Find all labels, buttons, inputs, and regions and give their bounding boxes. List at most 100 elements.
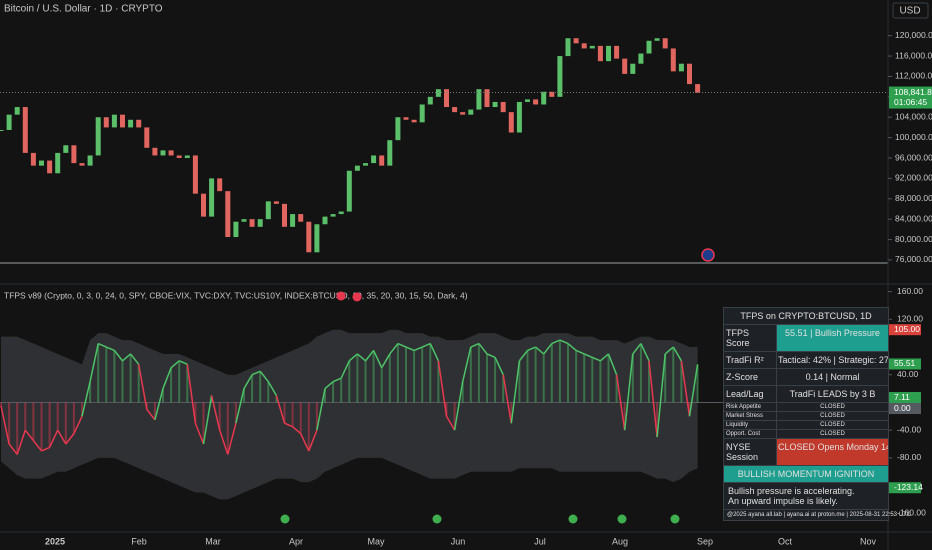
histogram-bar	[162, 388, 164, 403]
candle	[597, 45, 603, 62]
candle	[662, 38, 668, 49]
histogram-bar	[234, 402, 237, 424]
event-icon[interactable]	[701, 248, 715, 262]
candle	[120, 114, 125, 128]
histogram-bar	[526, 350, 529, 403]
histogram-bar	[324, 388, 326, 403]
candle	[233, 221, 239, 238]
candle	[687, 63, 692, 85]
histogram-bar	[81, 402, 83, 417]
candle	[557, 56, 563, 97]
histogram-bar	[356, 353, 359, 403]
histogram-bar	[510, 402, 513, 424]
histogram-bar	[56, 402, 59, 431]
y-tick-label: 120,000.00	[895, 30, 932, 40]
x-tick-label: Mar	[205, 536, 221, 546]
candle	[265, 201, 271, 220]
score-line	[535, 346, 545, 355]
badge-label: 0.00	[894, 403, 911, 413]
candle	[103, 117, 109, 128]
candle	[614, 45, 620, 59]
panel-row: TFPS Score 55.51 | Bullish Pressure	[724, 324, 888, 351]
candle	[363, 163, 368, 166]
candle	[79, 163, 85, 166]
y-tick-label: 80,000.00	[895, 234, 932, 244]
y-tick-label: 40.00	[897, 369, 919, 379]
row-key: Z-Score	[726, 372, 759, 382]
candle	[168, 150, 174, 156]
candle	[354, 165, 360, 171]
candle	[144, 127, 150, 148]
histogram-bar	[453, 402, 456, 431]
histogram-bar	[688, 402, 691, 417]
currency[interactable]: USD	[899, 6, 920, 17]
histogram-bar	[413, 350, 416, 403]
candle	[39, 160, 44, 166]
histogram-bar	[129, 353, 132, 403]
panel-row: Opport. Cost CLOSED	[724, 429, 888, 438]
histogram-bar	[648, 360, 650, 403]
histogram-bar	[421, 347, 424, 403]
panel-row: TradFi R² Tactical: 42% | Strategic: 27%	[724, 351, 888, 368]
row-key: Risk Appetite	[726, 404, 762, 410]
y-tick-label: 96,000.00	[895, 152, 932, 162]
signal-dot	[336, 291, 346, 301]
candle	[638, 53, 644, 64]
candle	[565, 38, 571, 57]
y-tick-label: -40.00	[897, 424, 921, 434]
score-line	[292, 426, 302, 435]
candle	[136, 119, 142, 128]
histogram-bar	[494, 357, 497, 403]
candle	[371, 155, 377, 164]
histogram-bar	[591, 357, 594, 403]
histogram-bar	[575, 350, 578, 403]
signal-dot	[432, 514, 442, 524]
histogram-bar	[364, 360, 367, 403]
histogram-bar	[267, 381, 270, 403]
candle	[476, 89, 482, 110]
score-line	[575, 349, 585, 355]
score-line	[97, 342, 107, 348]
signal-dot	[568, 514, 578, 524]
candle	[533, 99, 539, 105]
score-line	[202, 395, 213, 445]
score-line	[478, 343, 488, 355]
badge-label: -123.14	[894, 482, 923, 492]
y-tick-label: 84,000.00	[895, 213, 932, 223]
score-line	[648, 360, 658, 438]
candle	[525, 99, 530, 102]
panel-rows: TFPS Score 55.51 | Bullish Pressure TradFi…	[724, 324, 888, 465]
score-line	[672, 346, 683, 362]
score-line	[518, 350, 529, 362]
candle	[95, 117, 101, 156]
score-line	[527, 346, 536, 352]
candle	[306, 221, 312, 253]
score-line	[486, 353, 496, 359]
score-line	[340, 360, 350, 379]
y-tick-label: -80.00	[897, 452, 921, 462]
score-line	[494, 357, 504, 376]
candle	[0, 129, 4, 131]
histogram-bar	[550, 343, 553, 403]
score-line	[607, 353, 618, 375]
score-line	[122, 353, 132, 362]
x-tick-label: Sep	[697, 536, 713, 546]
candle	[30, 152, 36, 166]
score-line	[461, 346, 472, 382]
histogram-bar	[64, 402, 67, 445]
signal-dot	[280, 514, 290, 524]
score-line	[65, 433, 75, 445]
histogram-bar	[202, 402, 205, 445]
score-line	[640, 343, 650, 362]
currency-box[interactable]	[892, 2, 929, 19]
score-line	[251, 370, 261, 376]
histogram-bar	[24, 402, 27, 431]
candle	[338, 211, 344, 215]
x-tick-label: Feb	[131, 536, 147, 546]
score-line	[543, 343, 553, 355]
band-area	[1, 329, 698, 500]
histogram-bar	[113, 350, 116, 403]
score-line	[429, 343, 440, 362]
histogram-bar	[405, 347, 407, 403]
